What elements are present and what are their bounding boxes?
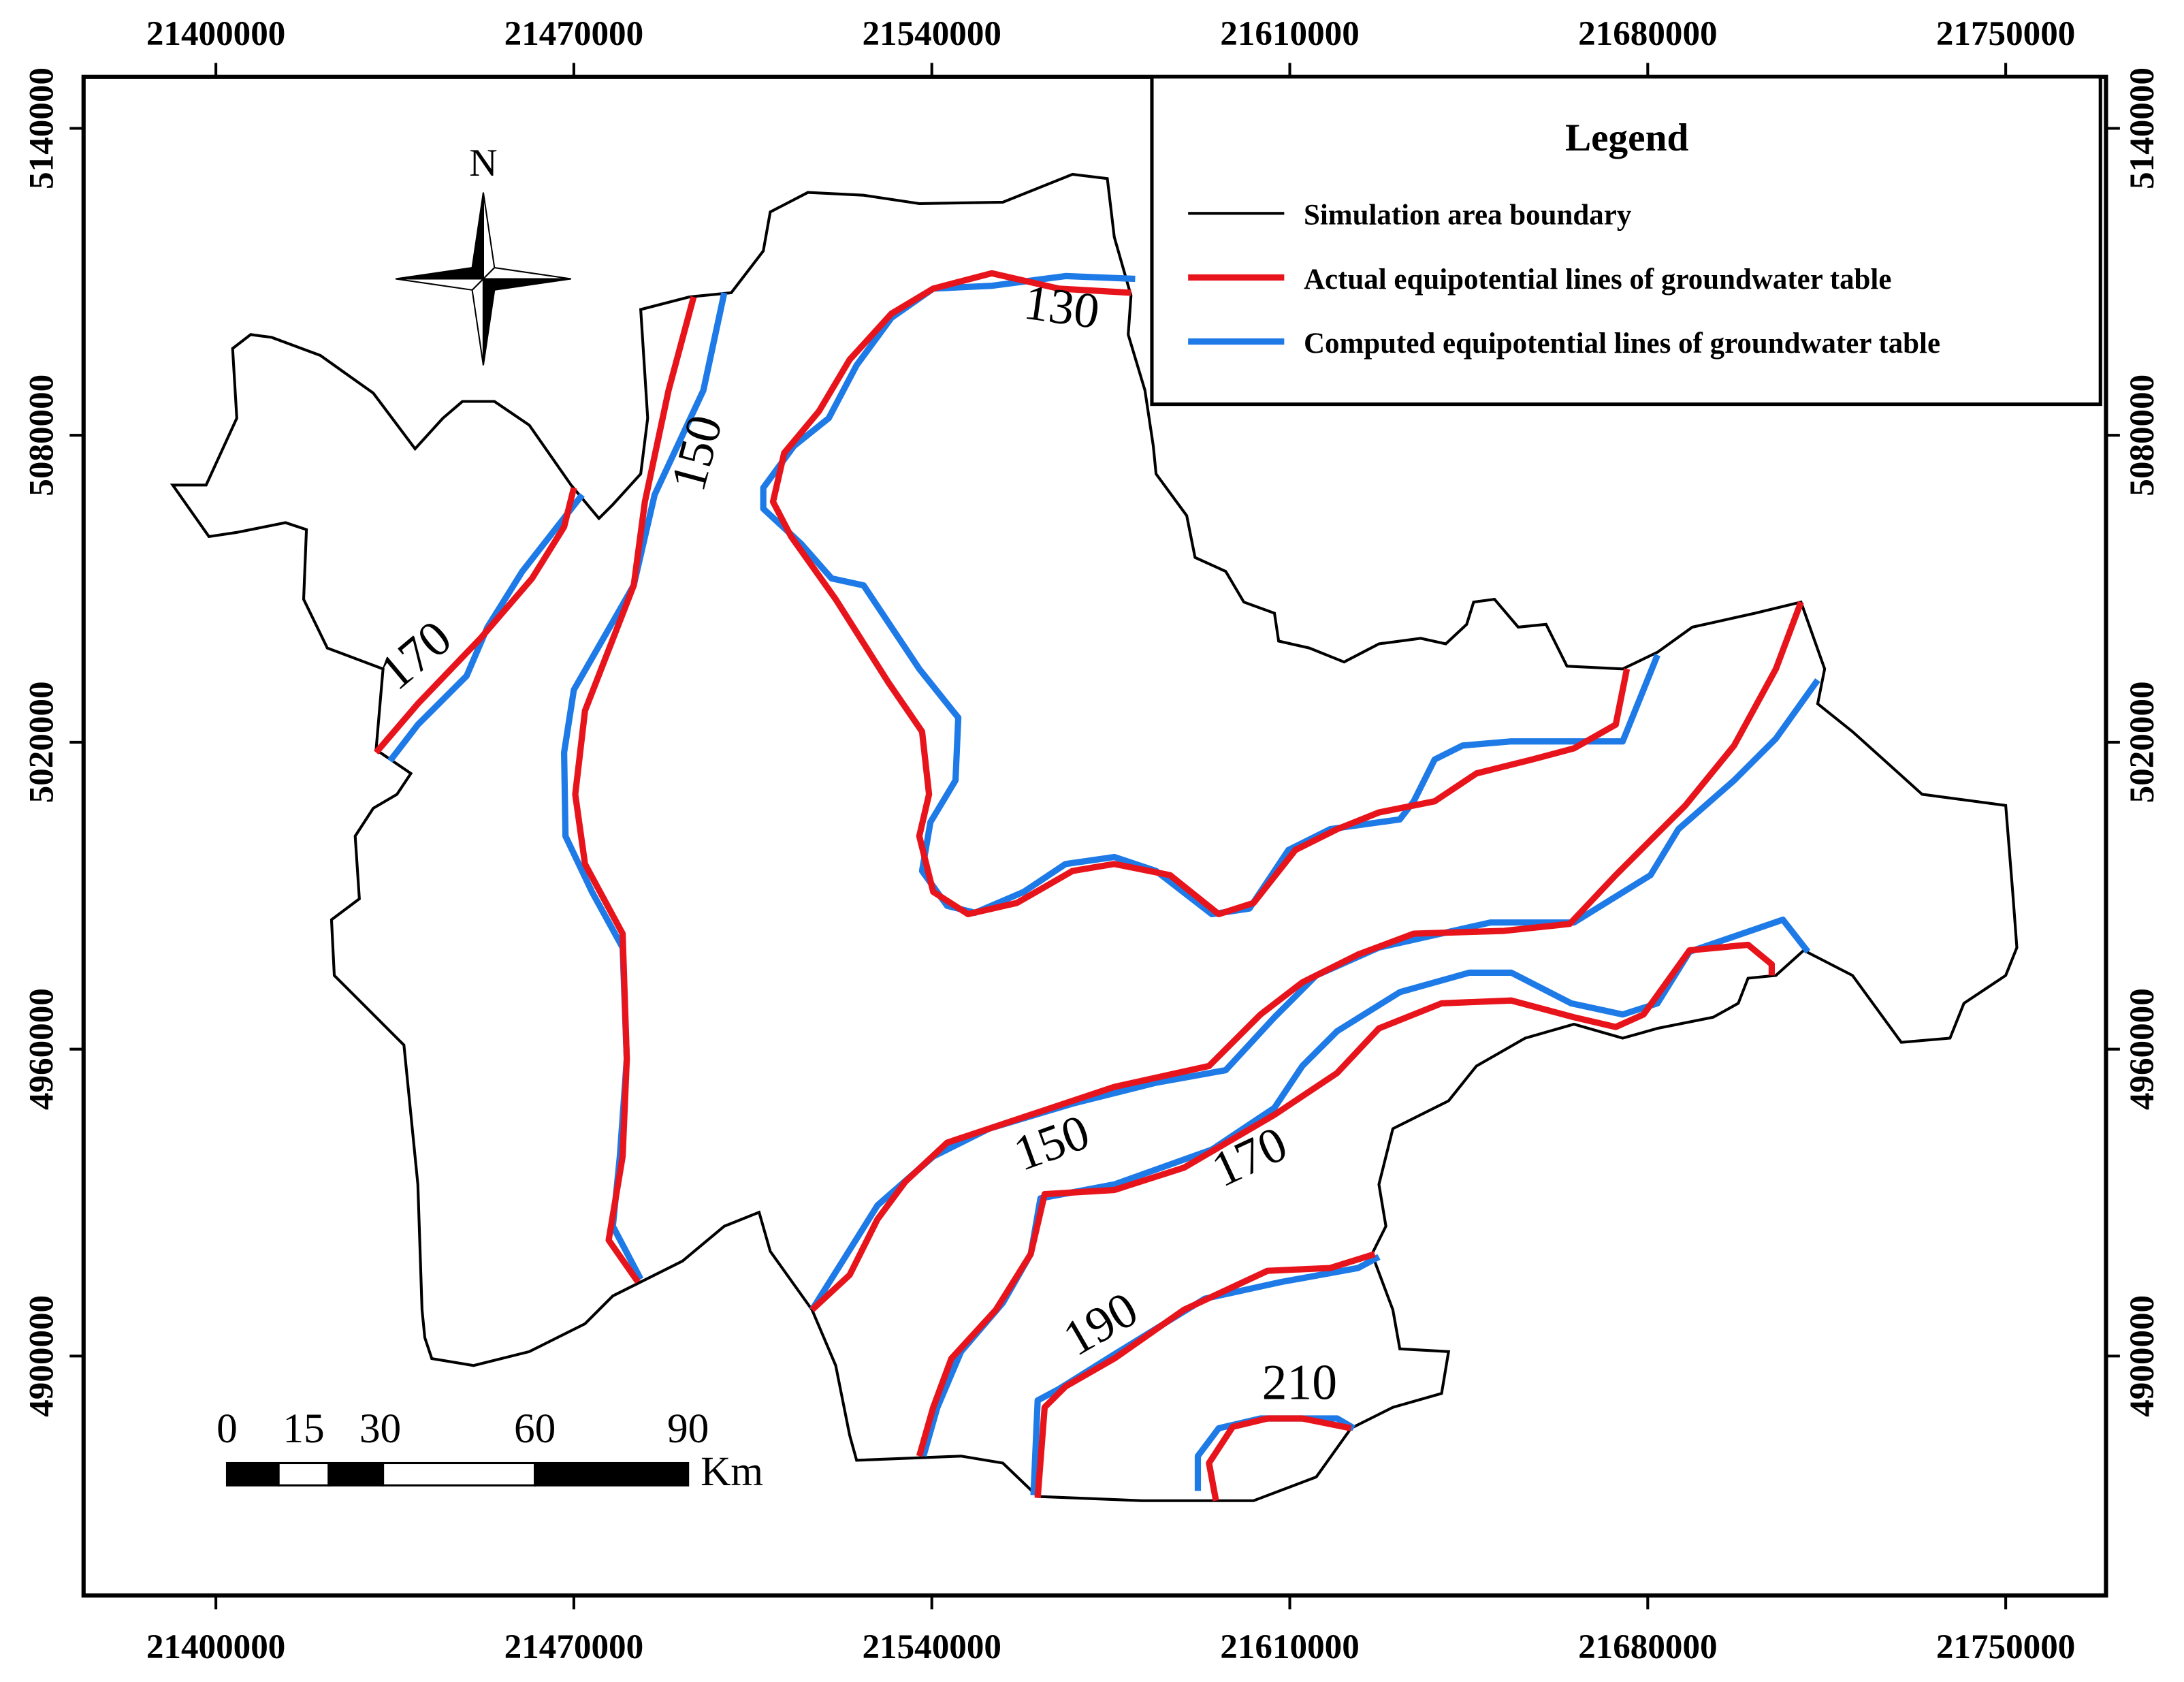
scale-label: 90 (667, 1406, 709, 1452)
x-tick-label: 21400000 (146, 1628, 285, 1666)
x-tick-label: 21470000 (504, 1628, 644, 1666)
legend-box (1150, 75, 2102, 407)
x-tick-label: 21610000 (1220, 14, 1360, 53)
y-tick-label: 5080000 (2123, 375, 2162, 496)
x-tick-label: 21680000 (1578, 14, 1717, 53)
x-tick-label: 21470000 (504, 14, 644, 53)
y-tick-label: 5020000 (2123, 681, 2162, 803)
actual-line (1206, 1415, 1352, 1502)
x-tick-label: 21540000 (862, 1628, 1001, 1666)
legend-item: Actual equipotential lines of groundwate… (1304, 264, 1891, 296)
y-tick-label: 5080000 (22, 375, 61, 496)
north-label: N (469, 142, 497, 185)
scale-label: 30 (359, 1406, 401, 1452)
actual-line (916, 941, 1776, 1457)
y-tick-label: 4900000 (2123, 1295, 2162, 1417)
actual-line (373, 487, 577, 755)
y-tick-label: 5140000 (22, 67, 61, 189)
contour-label: 210 (1262, 1354, 1337, 1410)
y-tick-label: 4900000 (22, 1295, 61, 1417)
legend-item: Simulation area boundary (1304, 200, 1632, 232)
actual-line (572, 296, 697, 1284)
y-tick-label: 5140000 (2123, 67, 2162, 189)
contour-label: 130 (1021, 274, 1103, 340)
x-tick-label: 21610000 (1220, 1628, 1360, 1666)
x-tick-label: 21680000 (1578, 1628, 1717, 1666)
x-tick-label: 21400000 (146, 14, 285, 53)
scale-label: 0 (216, 1406, 238, 1452)
x-tick-label: 21750000 (1936, 1628, 2075, 1666)
scale-label: 15 (283, 1406, 324, 1452)
scale-bar (225, 1461, 690, 1487)
actual-line (1034, 1251, 1376, 1499)
actual-line (769, 270, 1631, 918)
y-tick-label: 4960000 (2123, 988, 2162, 1110)
legend-title: Legend (1565, 116, 1689, 159)
actual-line (809, 601, 1804, 1312)
map-frame (81, 74, 2108, 1598)
computed-line (760, 272, 1660, 918)
scale-unit: Km (701, 1448, 763, 1495)
x-tick-label: 21750000 (1936, 14, 2075, 53)
legend-item: Computed equipotential lines of groundwa… (1304, 328, 1940, 360)
actual-contours (373, 270, 1804, 1502)
simulation-boundary (170, 172, 2019, 1502)
computed-line (387, 492, 585, 763)
y-tick-label: 4960000 (22, 988, 61, 1110)
y-tick-label: 5020000 (22, 681, 61, 803)
scale-label: 60 (514, 1406, 556, 1452)
x-tick-label: 21540000 (862, 14, 1001, 53)
north-arrow (395, 192, 571, 366)
